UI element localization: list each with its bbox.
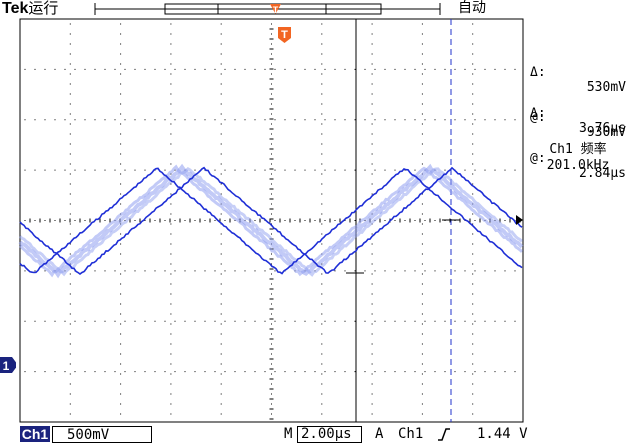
timebase-box[interactable]: 2.00µs <box>297 426 362 443</box>
overview-trigger-icon <box>270 4 281 14</box>
trigger-prefix: A <box>375 426 384 442</box>
svg-text:1: 1 <box>3 359 10 373</box>
frequency-value: 201.0kHz <box>546 158 610 173</box>
frequency-label: Ch1 频率 <box>549 142 607 157</box>
waveform-trace <box>19 166 523 275</box>
volts-per-div: 500mV <box>67 427 110 443</box>
brand-logo: Tek <box>2 0 29 17</box>
voltage-cursor-readout: Δ: 530mV @: 930mV <box>530 20 626 140</box>
status-footer: Ch1 500mV M 2.00µs A Ch1 1.44 V <box>0 425 629 444</box>
delta-label: Δ: <box>530 106 546 121</box>
time-at-value: 2.84µs <box>579 166 626 181</box>
timebase-prefix: M <box>284 426 293 442</box>
rising-edge-icon <box>438 428 450 441</box>
channel1-badge[interactable]: Ch1 <box>20 426 50 442</box>
time-delta-value: 3.76µs <box>579 121 626 136</box>
waveform-trace <box>19 167 523 275</box>
waveform-trace <box>18 163 524 279</box>
plot-frame <box>19 18 524 423</box>
record-overview-bar: T <box>94 3 441 15</box>
header-brand: Tek运行 <box>2 0 58 17</box>
svg-text:T: T <box>273 5 279 15</box>
graticule <box>19 18 521 420</box>
channel1-ground-marker[interactable]: 1 <box>0 357 16 373</box>
delta-label: Δ: <box>530 65 546 80</box>
svg-text:T: T <box>281 29 288 41</box>
trigger-position-marker[interactable]: T <box>278 27 291 43</box>
frequency-measurement: Ch1 频率 201.0kHz <box>530 142 626 174</box>
run-state: 运行 <box>28 0 59 17</box>
trigger-channel[interactable]: Ch1 <box>398 426 424 442</box>
at-label: @: <box>530 110 546 125</box>
voltage-delta-value: 530mV <box>586 80 626 95</box>
waveform-trace <box>18 166 523 277</box>
timebase: 2.00µs <box>301 426 352 442</box>
trigger-level[interactable]: 1.44 V <box>477 426 528 442</box>
time-cursor-readout: Δ: 3.76µs @: 2.84µs <box>530 61 626 181</box>
acquisition-mode[interactable]: 自动 <box>458 0 486 16</box>
trigger-level-icon[interactable] <box>516 215 523 225</box>
at-label: @: <box>530 151 546 166</box>
volts-per-div-box[interactable]: 500mV <box>52 426 152 443</box>
waveform-traces <box>18 163 524 279</box>
voltage-at-value: 930mV <box>586 125 626 140</box>
